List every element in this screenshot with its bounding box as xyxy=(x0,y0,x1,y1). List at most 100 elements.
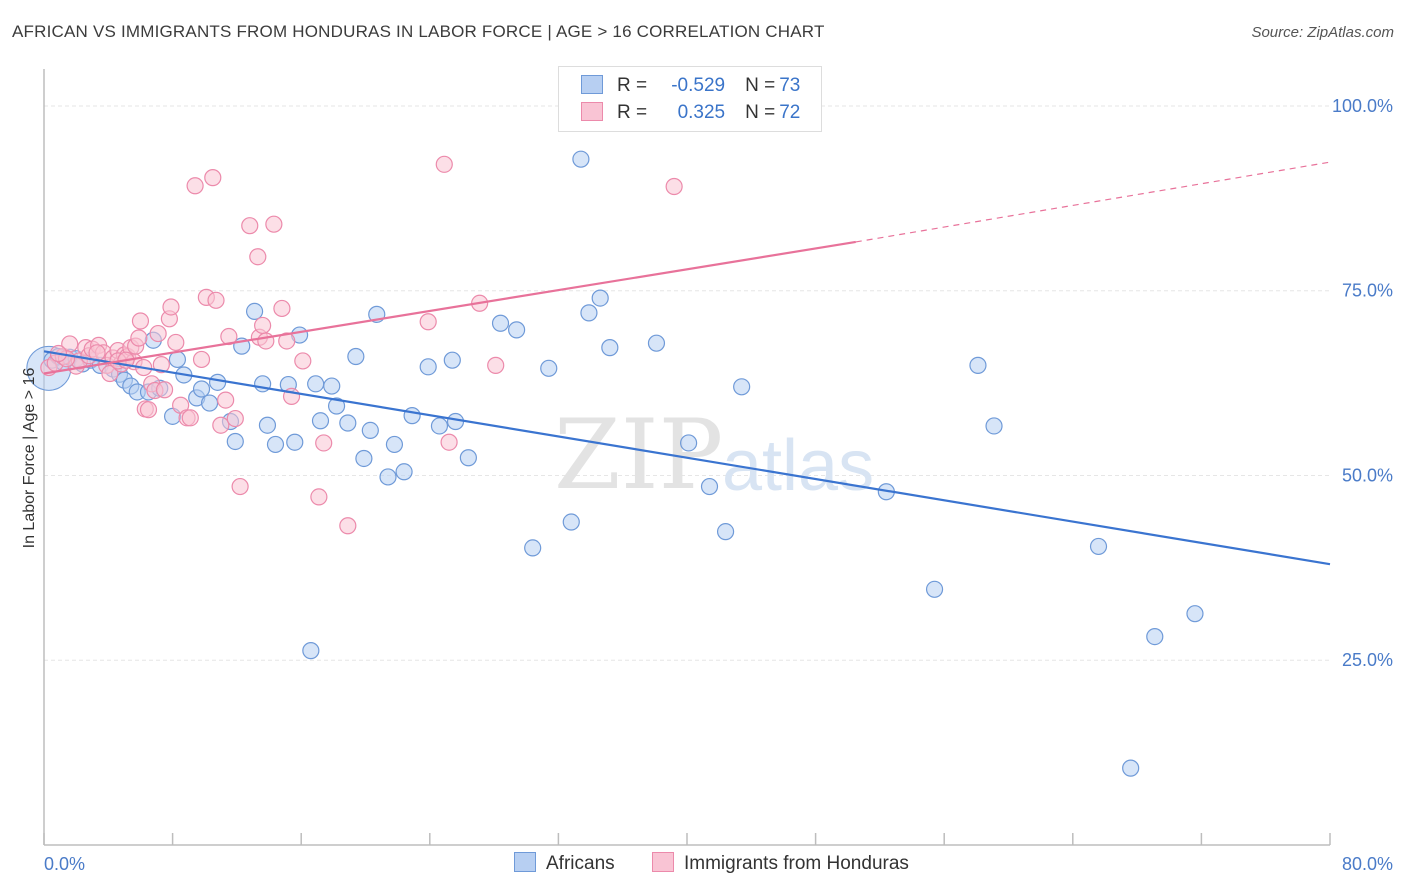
data-point xyxy=(562,513,580,531)
legend-r-label: R = xyxy=(617,75,648,96)
data-point xyxy=(192,380,211,398)
bottom-legend-label-africans: Africans xyxy=(546,853,615,874)
data-point xyxy=(491,314,510,332)
trend-line xyxy=(43,350,1331,566)
data-point xyxy=(226,432,244,451)
data-point xyxy=(435,155,453,173)
data-point xyxy=(985,417,1003,435)
bottom-legend-swatch-honduras xyxy=(652,852,674,872)
trend-line-extension xyxy=(855,161,1331,243)
data-point xyxy=(323,377,341,395)
bottom-legend-label-honduras: Immigrants from Honduras xyxy=(684,853,909,874)
data-point xyxy=(226,409,244,428)
data-point xyxy=(647,334,666,352)
data-point xyxy=(925,580,944,598)
legend-row-honduras: R = 0.325 N = 72 xyxy=(581,102,800,128)
series-honduras xyxy=(40,97,757,535)
data-point xyxy=(181,409,199,427)
data-point xyxy=(155,381,174,399)
y-tick-label: 75.0% xyxy=(1342,281,1393,301)
data-point xyxy=(446,412,465,431)
data-point xyxy=(241,217,259,235)
data-point xyxy=(716,523,735,541)
data-point xyxy=(459,449,477,467)
data-point xyxy=(254,316,272,335)
data-point xyxy=(217,391,235,409)
data-point xyxy=(207,291,225,309)
data-point xyxy=(665,177,683,196)
data-point xyxy=(403,407,421,425)
data-point xyxy=(419,313,437,331)
data-point xyxy=(139,401,158,419)
y-axis-label: In Labor Force | Age > 16 xyxy=(21,368,38,549)
data-point xyxy=(361,421,379,439)
data-point xyxy=(192,350,211,369)
data-point xyxy=(430,417,449,435)
data-point xyxy=(969,356,987,374)
data-point xyxy=(257,332,275,350)
legend-r-value: -0.529 xyxy=(671,75,726,96)
data-point xyxy=(130,329,148,347)
tick-labels: 100.0% 75.0% 50.0% 25.0% 0.0% 80.0% xyxy=(44,96,1393,874)
data-point xyxy=(302,642,320,660)
data-point xyxy=(167,333,185,352)
data-point xyxy=(186,177,204,195)
trend-lines xyxy=(43,161,1331,566)
y-tick-label: 100.0% xyxy=(1332,96,1393,116)
data-point xyxy=(440,433,458,451)
data-point xyxy=(286,433,304,451)
data-point xyxy=(212,416,230,434)
data-point xyxy=(601,339,619,357)
data-point xyxy=(508,321,526,339)
legend-r-label: R = xyxy=(617,102,648,123)
data-point xyxy=(700,477,719,496)
legend-r-value: 0.325 xyxy=(677,102,726,123)
data-point xyxy=(245,302,264,321)
data-point xyxy=(1089,537,1108,556)
data-point xyxy=(524,539,542,557)
data-point xyxy=(443,351,461,369)
legend-n-label: N = xyxy=(745,102,776,123)
watermark-atlas: atlas xyxy=(722,426,874,506)
data-point xyxy=(379,468,397,486)
legend-n-value: 72 xyxy=(779,102,801,123)
data-point xyxy=(355,449,373,468)
data-point xyxy=(258,416,277,434)
x-tick-label: 0.0% xyxy=(44,854,85,874)
data-point xyxy=(249,248,267,266)
legend-n-label: N = xyxy=(745,75,776,96)
data-point xyxy=(315,434,333,452)
legend: R = -0.529 N = 73 R = 0.325 N = 72 xyxy=(558,66,822,132)
data-point xyxy=(1122,759,1140,777)
y-tick-label: 25.0% xyxy=(1342,650,1393,670)
data-point xyxy=(339,414,357,432)
chart-source: Source: ZipAtlas.com xyxy=(1251,24,1394,41)
data-point xyxy=(231,477,249,496)
x-tick-label: 80.0% xyxy=(1342,854,1393,874)
data-point xyxy=(310,488,328,506)
data-point xyxy=(131,312,150,330)
data-point xyxy=(265,215,283,233)
legend-swatch-africans xyxy=(581,75,603,94)
data-point xyxy=(149,324,167,343)
watermark-zip: ZIP xyxy=(554,399,723,511)
data-point xyxy=(487,356,505,374)
chart-title: AFRICAN VS IMMIGRANTS FROM HONDURAS IN L… xyxy=(12,22,825,41)
data-point xyxy=(733,378,751,396)
legend-row-africans: R = -0.529 N = 73 xyxy=(581,75,800,101)
data-point xyxy=(278,332,296,350)
data-point xyxy=(204,169,222,187)
data-point xyxy=(419,358,437,376)
data-point xyxy=(1146,627,1164,646)
legend-swatch-honduras xyxy=(581,102,603,121)
axes xyxy=(43,69,1331,846)
data-point xyxy=(395,463,413,481)
legend-n-value: 73 xyxy=(779,75,801,96)
data-point xyxy=(347,347,365,366)
trend-line xyxy=(43,240,856,375)
grid xyxy=(44,105,1330,661)
data-point xyxy=(1186,605,1204,623)
data-point xyxy=(591,289,609,307)
data-point xyxy=(572,150,590,168)
